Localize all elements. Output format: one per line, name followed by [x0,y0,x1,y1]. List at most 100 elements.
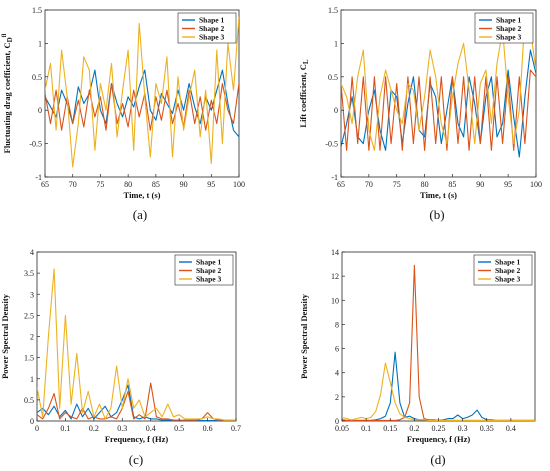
x-tick-label-a: 100 [233,180,245,189]
chart-c: 0 0.1 0.2 0.3 0.4 0.5 0.6 0.7 0 0.5 1 1.5 2 2.5 3 3.5 4 F… [0,248,241,467]
x-tick-label-b: 90 [476,180,484,189]
x-tick-label-c: 0.7 [231,424,241,433]
legend-label-b-shape-2: Shape 2 [496,24,521,33]
y-tick-label-c: 1 [30,375,34,384]
x-axis-label-c: Frequency, f (Hz) [105,434,169,444]
legend-label-a-shape-2: Shape 2 [199,24,224,33]
x-tick-label-b: 70 [365,180,373,189]
x-tick-label-a: 85 [152,180,160,189]
y-tick-label-a: 1 [38,39,42,48]
caption-a: (a) [133,207,147,222]
y-tick-label-d: 14 [331,248,339,257]
series-line-c-shape-2 [37,382,236,421]
x-tick-label-d: 0.2 [409,424,419,433]
legend-label-c-shape-1: Shape 1 [196,258,221,267]
x-tick-label-c: 0.5 [174,424,184,433]
y-tick-label-c: 1.5 [24,354,34,363]
y-tick-label-a: -1 [35,173,42,182]
x-tick-label-d: 0.25 [432,424,446,433]
y-tick-label-d: 8 [335,320,339,329]
y-tick-label-d: 0 [335,417,339,426]
y-axis-label-d: Power Spectral Density [299,293,309,379]
x-axis-label-b: Time, t (s) [420,190,457,200]
x-tick-label-d: 0.1 [361,424,371,433]
y-tick-label-c: 3.5 [24,269,34,278]
y-tick-label-b: -1 [331,173,338,182]
x-tick-label-b: 80 [421,180,429,189]
x-axis-label-a: Time, t (s) [124,190,161,200]
y-tick-label-b: 1.5 [328,6,338,15]
x-axis-label-d: Frequency, f (Hz) [407,434,471,444]
x-tick-label-c: 0.3 [117,424,127,433]
series-line-a-shape-2 [45,82,239,131]
y-tick-label-c: 3 [30,290,34,299]
y-tick-label-c: 2 [30,333,34,342]
x-tick-label-d: 0.3 [458,424,468,433]
x-tick-label-b: 65 [337,180,345,189]
y-tick-label-a: 0.5 [32,73,42,82]
chart-d: 0.05 0.1 0.15 0.2 0.25 0.3 0.35 0.4 0 2 4 6 8 10 12 14 F… [299,248,536,467]
series-line-c-shape-3 [37,268,236,421]
x-tick-label-a: 75 [96,180,104,189]
legend-label-a-shape-1: Shape 1 [199,16,224,25]
y-tick-label-c: 2.5 [24,311,34,320]
y-tick-label-c: 4 [30,248,34,257]
x-tick-label-d: 0.05 [335,424,349,433]
legend-label-a-shape-3: Shape 3 [199,33,224,42]
legend-label-d-shape-2: Shape 2 [495,266,520,275]
x-tick-label-a: 90 [180,180,188,189]
caption-d: (d) [430,452,445,467]
y-tick-label-d: 2 [335,393,339,402]
x-tick-label-a: 65 [41,180,49,189]
y-tick-label-d: 4 [335,369,339,378]
x-tick-label-c: 0.4 [146,424,156,433]
x-tick-label-c: 0.2 [89,424,99,433]
caption-c: (c) [129,452,143,467]
x-tick-label-d: 0.35 [480,424,494,433]
legend-label-b-shape-1: Shape 1 [496,16,521,25]
x-tick-label-c: 0 [35,424,39,433]
x-tick-label-a: 70 [69,180,77,189]
legend-label-c-shape-3: Shape 3 [196,275,221,284]
x-tick-label-d: 0.4 [506,424,516,433]
series-line-b-shape-2 [341,69,536,151]
legend-label-c-shape-2: Shape 2 [196,266,221,275]
legend-label-d-shape-3: Shape 3 [495,275,520,284]
x-tick-label-b: 85 [448,180,456,189]
x-tick-label-a: 95 [207,180,215,189]
legend-label-b-shape-3: Shape 3 [496,33,521,42]
x-tick-label-b: 100 [530,180,542,189]
y-tick-label-b: 1 [334,39,338,48]
y-axis-label-c: Power Spectral Density [0,293,10,379]
y-tick-label-b: -0.5 [325,140,338,149]
series-line-c-shape-1 [37,384,236,421]
x-tick-label-b: 95 [504,180,512,189]
x-tick-label-d: 0.15 [383,424,397,433]
y-tick-label-d: 6 [335,345,339,354]
x-tick-label-a: 80 [124,180,132,189]
series-line-a-shape-3 [45,16,239,168]
y-tick-label-a: 0 [38,106,42,115]
y-tick-label-a: 1.5 [32,6,42,15]
y-axis-label-b: Lift coefficient, CL [298,59,310,128]
y-tick-label-b: 0 [334,106,338,115]
x-tick-label-b: 75 [393,180,401,189]
legend-label-d-shape-1: Shape 1 [495,258,520,267]
chart-a: 65 70 75 80 85 90 95 100 -1 -0.5 0 0.5 1 1.5 Time, t (… [2,6,245,222]
x-tick-label-c: 0.6 [203,424,213,433]
y-axis-label-a: Fluctuating drag coefficient, CDfl [2,33,14,153]
y-tick-label-c: 0.5 [24,396,34,405]
x-tick-label-c: 0.1 [60,424,70,433]
y-tick-label-c: 0 [30,417,34,426]
y-tick-label-d: 10 [331,296,339,305]
caption-b: (b) [429,207,444,222]
y-tick-label-d: 12 [331,272,339,281]
y-tick-label-a: -0.5 [29,140,42,149]
y-tick-label-b: 0.5 [328,73,338,82]
chart-b: 65 70 75 80 85 90 95 100 -1 -0.5 0 0.5 1 1.5 Time, t (… [298,6,542,222]
